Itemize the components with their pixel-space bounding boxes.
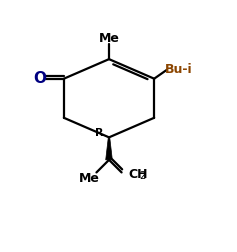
Text: CH: CH [128,168,148,180]
Text: Bu-i: Bu-i [165,63,193,76]
Text: O: O [33,71,46,86]
Polygon shape [106,138,112,160]
Text: 2: 2 [139,170,145,180]
Text: R: R [95,128,104,138]
Text: Me: Me [99,32,119,45]
Text: Me: Me [79,171,100,184]
